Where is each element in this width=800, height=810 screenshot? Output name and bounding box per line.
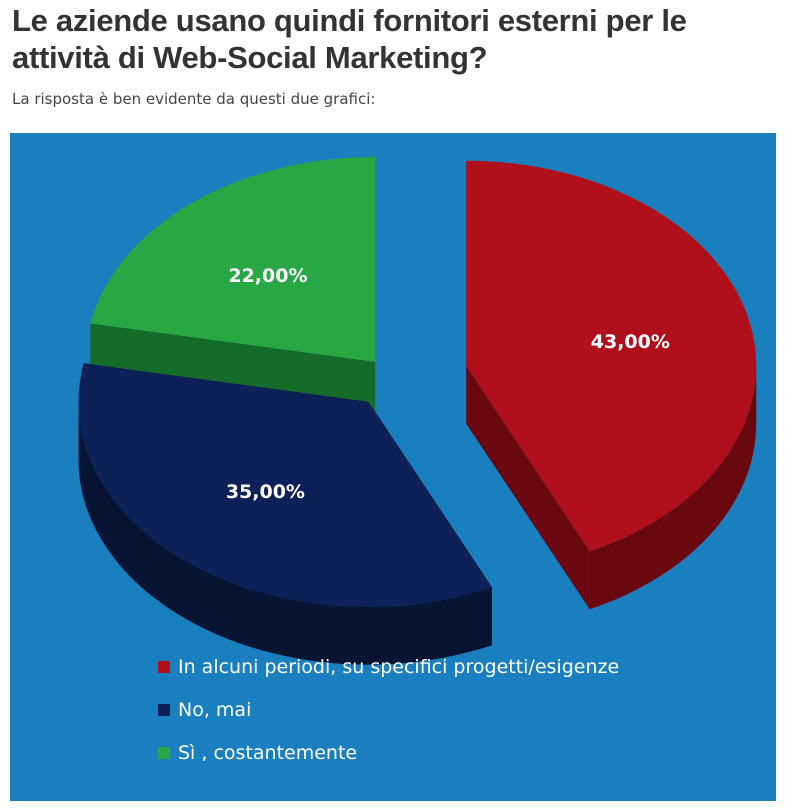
legend-item-3: Sì , costantemente	[158, 731, 619, 774]
article-intro: La risposta è ben evidente da questi due…	[12, 90, 376, 108]
slice-3-top	[90, 156, 376, 362]
legend-label: Sì , costantemente	[178, 741, 358, 764]
legend-swatch	[158, 660, 170, 673]
slice-2-top	[78, 363, 492, 607]
slice-2-side	[78, 401, 492, 665]
legend-label: No, mai	[178, 698, 252, 721]
pie-labels: 43,00% 35,00% 22,00%	[226, 265, 670, 503]
slice-1-top	[466, 160, 757, 552]
legend-swatch	[158, 746, 170, 759]
chart-legend: In alcuni periodi, su specifici progetti…	[158, 645, 619, 774]
slice-3-value-label: 22,00%	[228, 265, 307, 287]
slice-1-side	[589, 365, 757, 610]
slice-1-wall-2	[466, 365, 590, 610]
legend-item-2: No, mai	[158, 688, 619, 731]
pie-chart-image: 43,00% 35,00% 22,00% In alcuni periodi, su…	[10, 133, 776, 801]
legend-label: In alcuni periodi, su specifici progetti…	[178, 655, 620, 678]
pie-chart: 43,00% 35,00% 22,00%	[78, 156, 757, 665]
legend-swatch	[158, 703, 170, 716]
legend-item-1: In alcuni periodi, su specifici progetti…	[158, 645, 619, 688]
article-title: Le aziende usano quindi fornitori estern…	[12, 3, 687, 75]
pie-tops	[78, 156, 757, 607]
slice-1-value-label: 43,00%	[591, 331, 670, 353]
slice-2-value-label: 35,00%	[226, 481, 305, 503]
